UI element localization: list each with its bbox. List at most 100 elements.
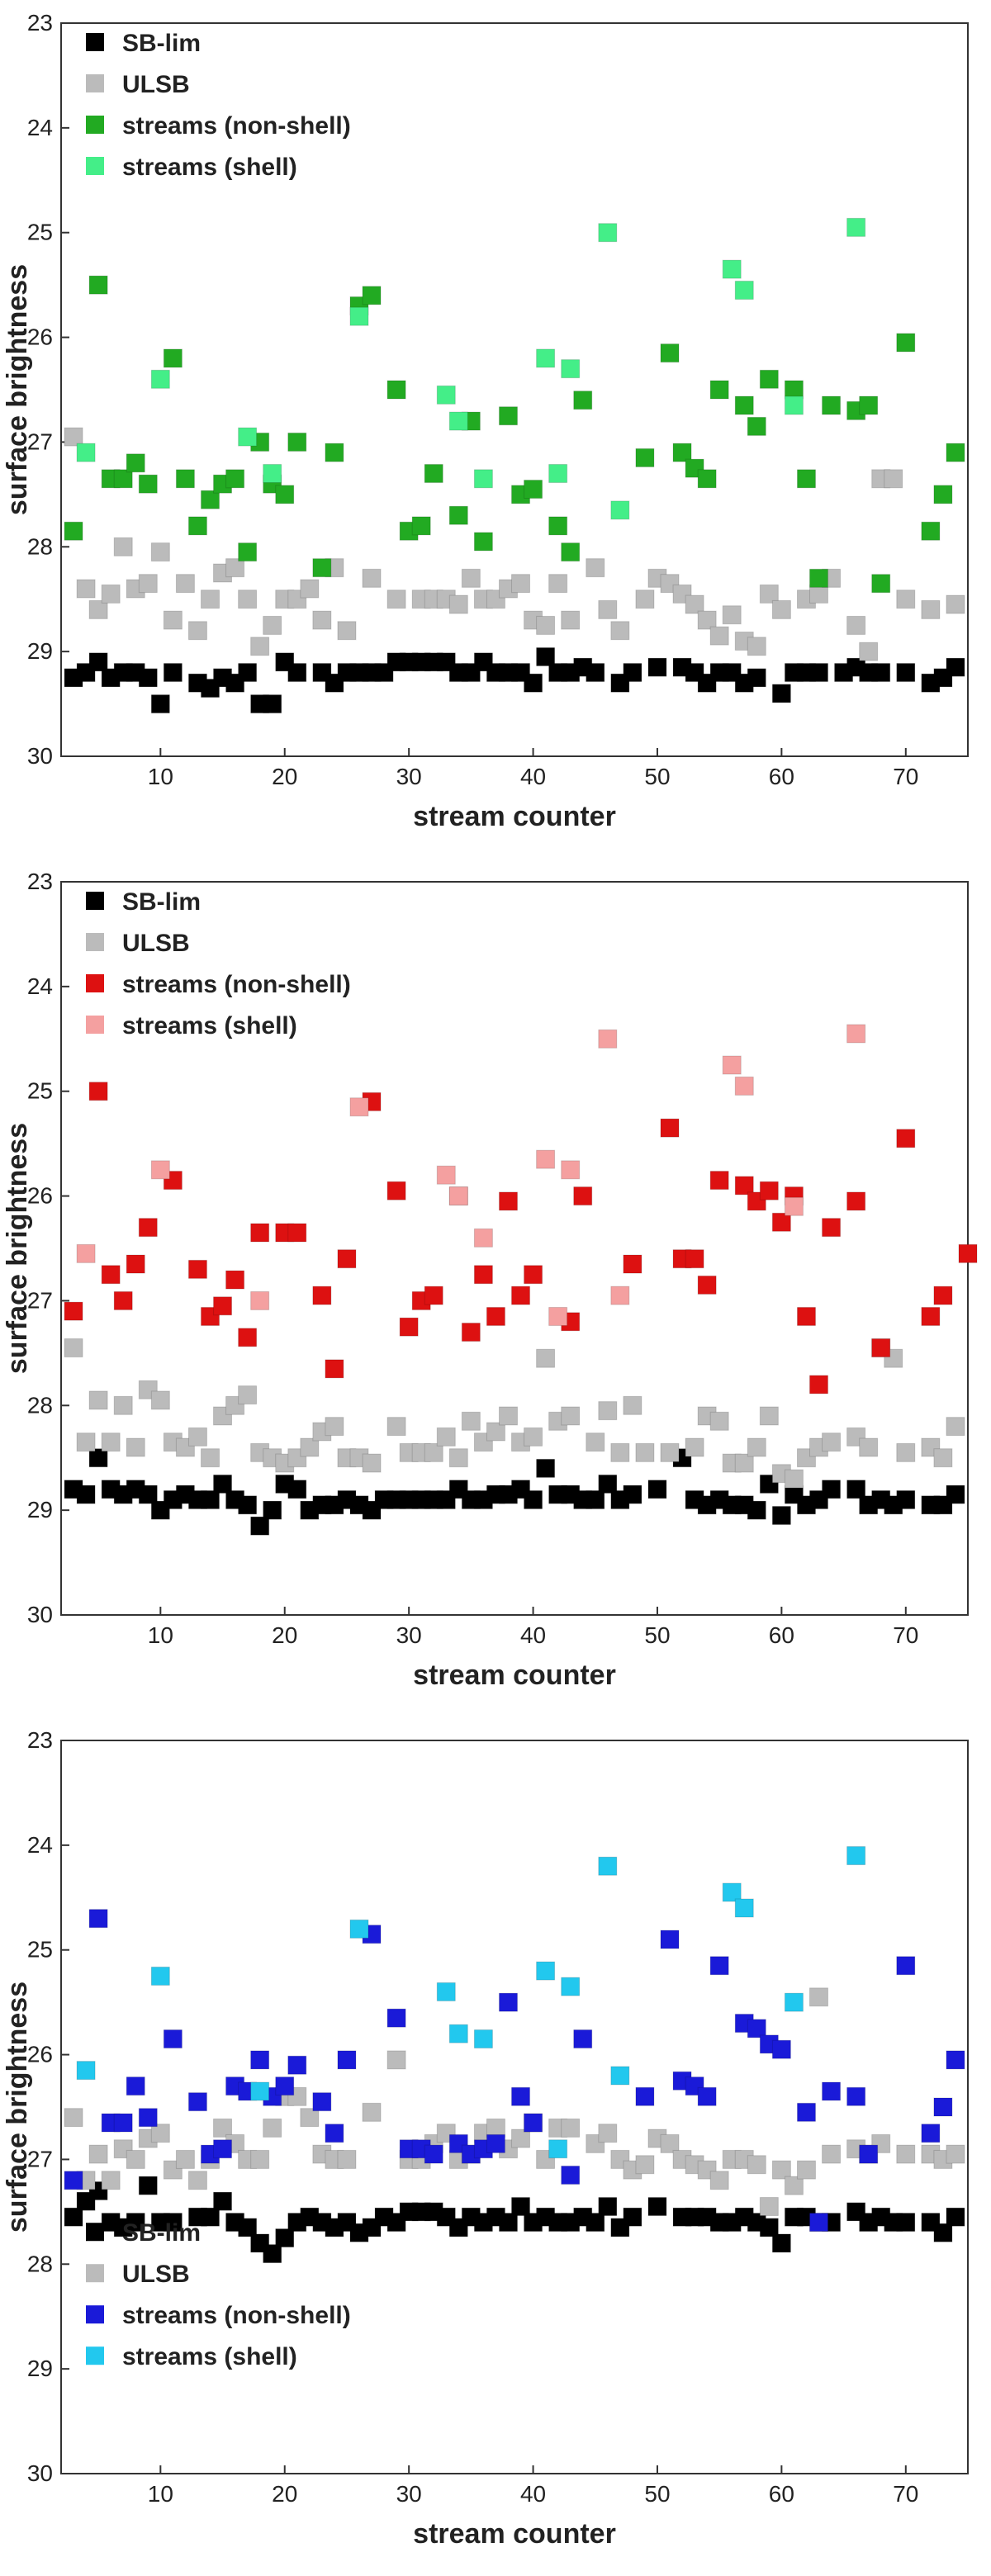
data-point — [610, 1442, 630, 1462]
data-point — [511, 2197, 531, 2217]
data-point — [238, 1385, 258, 1405]
data-point — [200, 590, 220, 609]
series-0 — [64, 2176, 965, 2264]
data-point — [88, 599, 108, 619]
y-axis-title: surface brightness — [2, 1982, 33, 2233]
data-point — [822, 1432, 842, 1452]
data-point — [946, 1485, 965, 1504]
data-point — [933, 1286, 953, 1305]
data-point — [771, 2039, 791, 2059]
data-point — [946, 594, 965, 614]
data-point — [312, 610, 332, 630]
data-point — [524, 480, 543, 500]
x-tick-label: 50 — [644, 1622, 670, 1648]
data-point — [809, 1375, 829, 1395]
data-point — [275, 2076, 295, 2096]
data-point — [126, 2213, 145, 2233]
data-point — [548, 463, 568, 483]
data-point — [623, 1485, 642, 1504]
data-point — [759, 584, 779, 604]
data-point — [734, 395, 754, 415]
data-point — [200, 1489, 220, 1509]
chart-panel-green: 23 24 25 26 27 28 29 30 10 20 30 40 50 60 70 stream cou… — [0, 0, 991, 859]
x-axis-title: stream counter — [413, 2518, 616, 2550]
legend-label: SB-lim — [122, 2219, 201, 2247]
x-tick-label: 10 — [148, 2481, 173, 2507]
data-point — [325, 2124, 344, 2143]
data-point — [561, 1977, 581, 1996]
data-point — [238, 427, 258, 447]
data-point — [660, 2133, 680, 2153]
data-point — [722, 1055, 742, 1075]
data-point — [399, 1317, 419, 1337]
y-tick-label: 27 — [27, 2146, 53, 2171]
data-point — [213, 1474, 233, 1494]
plot-frame — [60, 22, 969, 757]
data-point — [796, 2160, 816, 2180]
series-3 — [76, 217, 866, 520]
data-point — [946, 443, 965, 462]
data-point — [76, 1432, 96, 1452]
data-point — [448, 2024, 468, 2043]
data-point — [200, 1448, 220, 1468]
data-point — [225, 558, 245, 578]
x-tick-label: 20 — [272, 764, 297, 789]
data-point — [921, 521, 941, 541]
data-point — [548, 1306, 568, 1326]
plot-frame — [60, 1740, 969, 2474]
data-point — [896, 1129, 916, 1148]
legend-label: streams (non-shell) — [122, 112, 351, 140]
data-point — [263, 2244, 282, 2264]
data-point — [411, 516, 431, 536]
data-point — [511, 2129, 531, 2148]
data-point — [138, 2108, 158, 2128]
data-point — [498, 406, 518, 426]
data-point — [647, 657, 667, 677]
x-tick-label: 30 — [396, 2481, 422, 2507]
series-1 — [64, 1338, 965, 1489]
data-point — [263, 615, 282, 635]
data-point — [225, 469, 245, 489]
data-point — [548, 574, 568, 594]
y-tick-label: 29 — [27, 2356, 53, 2381]
data-point — [275, 485, 295, 504]
chart-svg-green: 23 24 25 26 27 28 29 30 10 20 30 40 50 60 70 stream cou… — [2, 10, 969, 832]
data-point — [101, 2171, 121, 2190]
legend-marker — [86, 2264, 104, 2283]
data-point — [796, 2102, 816, 2122]
data-point — [362, 1453, 382, 1473]
data-point — [424, 2144, 443, 2164]
data-point — [138, 1485, 158, 1504]
data-point — [586, 1432, 605, 1452]
data-point — [113, 537, 133, 556]
data-point — [386, 380, 406, 400]
data-point — [250, 2149, 270, 2169]
data-point — [88, 1082, 108, 1101]
legend-marker — [86, 33, 104, 51]
data-point — [64, 521, 83, 541]
data-point — [76, 579, 96, 599]
x-tick-label: 20 — [272, 1622, 297, 1648]
y-tick-label: 28 — [27, 533, 53, 559]
data-point — [524, 1265, 543, 1285]
data-point — [846, 1191, 866, 1211]
y-tick-label: 26 — [27, 1183, 53, 1209]
data-point — [138, 2176, 158, 2195]
data-point — [163, 2029, 183, 2049]
data-point — [598, 2124, 618, 2143]
data-point — [238, 1328, 258, 1347]
data-point — [436, 1165, 456, 1185]
data-point — [498, 1406, 518, 1426]
data-point — [660, 343, 680, 363]
data-point — [771, 2160, 791, 2180]
data-point — [859, 2144, 879, 2164]
data-point — [238, 542, 258, 562]
data-point — [846, 1846, 866, 1866]
data-point — [263, 2118, 282, 2138]
data-point — [64, 1338, 83, 1358]
legend-label: SB-lim — [122, 888, 201, 916]
data-point — [287, 432, 307, 452]
y-tick-label: 24 — [27, 115, 53, 140]
data-point — [287, 1480, 307, 1499]
data-point — [498, 1992, 518, 2012]
